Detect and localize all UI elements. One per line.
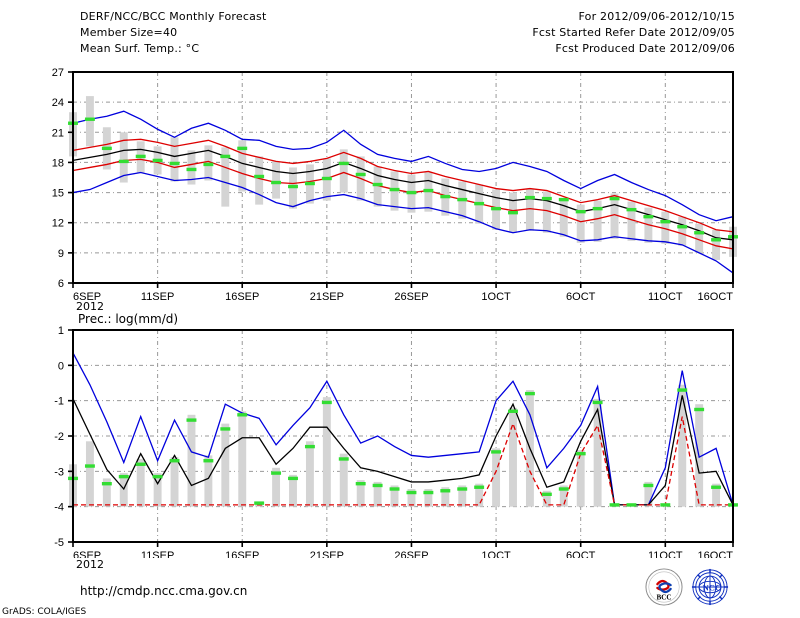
temperature-y-tick-label: 9	[58, 248, 64, 260]
precipitation-spread-bars	[69, 384, 737, 507]
precipitation-gridlines	[73, 330, 733, 542]
precipitation-y-tick-label: -3	[54, 466, 64, 478]
temperature-series-ensemble-mean	[72, 148, 734, 241]
temperature-x-tick-label: 21SEP	[310, 291, 344, 300]
temperature-x-tick-label: 1OCT	[481, 291, 511, 300]
footer-grads-note: GrADS: COLA/IGES	[2, 607, 87, 617]
temperature-series-ensemble-min	[72, 171, 734, 274]
precipitation-x-tick-label: 6SEP	[73, 550, 101, 558]
temperature-x-tick-label: 16SEP	[225, 291, 259, 300]
temperature-axis-year: 2012	[76, 300, 104, 313]
precipitation-panel-title: Prec.: log(mm/d)	[78, 312, 179, 326]
temperature-series-mean-plus-std	[72, 138, 734, 233]
temperature-x-tick-label: 6OCT	[566, 291, 596, 300]
temperature-y-tick-label: 18	[52, 157, 64, 169]
precipitation-x-tick-label: 21SEP	[310, 550, 344, 558]
bcc-logo-icon: BCC	[645, 568, 683, 606]
temperature-gridlines	[73, 72, 733, 283]
header-member-size: Member Size=40	[80, 26, 178, 39]
header-valid-range: For 2012/09/06-2012/10/15	[578, 10, 735, 23]
bcc-logo-label: BCC	[656, 593, 671, 601]
precipitation-median-marks	[68, 388, 738, 507]
precipitation-y-tick-label: -5	[54, 537, 64, 549]
precipitation-x-tick-label: 11SEP	[141, 550, 174, 558]
temperature-x-tick-label: 6SEP	[73, 291, 101, 300]
temperature-y-tick-label: 27	[52, 67, 64, 79]
temperature-y-tick-label: 6	[58, 278, 64, 290]
temperature-x-tick-label: 11SEP	[141, 291, 174, 300]
precipitation-axis-year: 2012	[76, 558, 104, 571]
precipitation-y-tick-label: -2	[54, 431, 64, 443]
header-title: DERF/NCC/BCC Monthly Forecast	[80, 10, 267, 23]
header-variable: Mean Surf. Temp.: °C	[80, 42, 200, 55]
precipitation-y-tick-label: 0	[58, 360, 64, 372]
precipitation-x-tick-label: 6OCT	[566, 550, 596, 558]
precipitation-x-tick-label: 26SEP	[394, 550, 428, 558]
temperature-y-tick-label: 21	[52, 127, 64, 139]
temperature-y-tick-label: 24	[52, 97, 64, 109]
precipitation-y-tick-label: -1	[54, 396, 64, 408]
precipitation-x-tick-label: 11OCT	[648, 550, 683, 558]
precipitation-x-tick-label: 1OCT	[481, 550, 511, 558]
temperature-x-tick-label: 11OCT	[648, 291, 683, 300]
precipitation-x-tick-label: 16SEP	[225, 550, 259, 558]
temperature-x-tick-label: 26SEP	[394, 291, 428, 300]
temperature-series-mean-minus-std	[72, 158, 734, 250]
temperature-x-tick-label: 16OCT	[698, 291, 734, 300]
precipitation-chart: 1 0 -1 -2 -3 -4 -5 6SEP 11SEP 16SEP 21SEP 26SEP 1OCT…	[54, 325, 738, 558]
temperature-series-ensemble-max	[72, 110, 734, 222]
ncc-logo-icon: NCC	[691, 568, 729, 606]
temperature-spread-bars	[69, 96, 737, 260]
temperature-median-marks	[68, 117, 738, 242]
temperature-chart: 27 24 21 18 15 12 9 6 6SEP 11SEP 16SEP 21SEP 26SEP 1O…	[52, 67, 738, 300]
precipitation-series-stddev-band	[73, 416, 733, 506]
temperature-y-tick-label: 12	[52, 218, 64, 230]
temperature-frame	[72, 71, 734, 284]
precipitation-y-tick-label: 1	[58, 325, 64, 337]
footer-url[interactable]: http://cmdp.ncc.cma.gov.cn	[80, 584, 248, 598]
logo-group: BCC	[645, 568, 735, 606]
temperature-y-tick-label: 15	[52, 188, 64, 200]
header-produced-date: Fcst Produced Date 2012/09/06	[555, 42, 735, 55]
ncc-logo-label: NCC	[703, 582, 722, 592]
precipitation-x-tick-label: 16OCT	[698, 550, 734, 558]
header-started-refer-date: Fcst Started Refer Date 2012/09/05	[532, 26, 735, 39]
precipitation-y-tick-label: -4	[54, 502, 64, 514]
